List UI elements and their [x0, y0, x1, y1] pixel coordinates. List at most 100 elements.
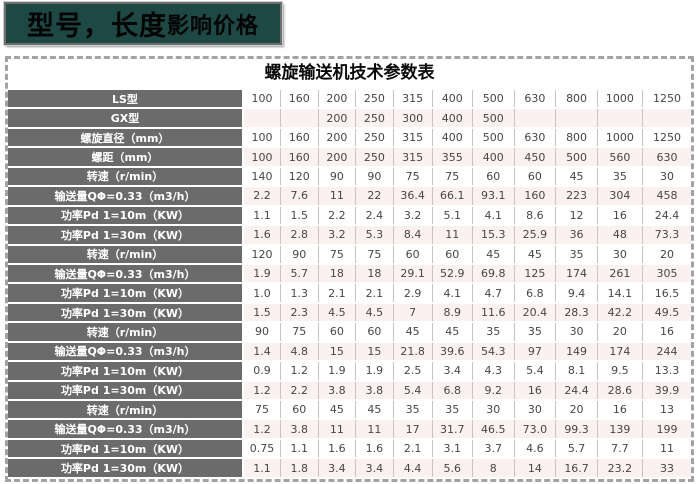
cell-value: 39.6	[431, 340, 473, 363]
cell-value: 305	[641, 262, 691, 285]
table-row: 功率Pd 1=30m（KW） 1.1 1.8 3.4 3.4 4.4 5.6 8 14 16.7 2…	[8, 457, 691, 479]
cell-value: 315	[392, 87, 433, 110]
cell-value: 1.1	[280, 437, 319, 460]
cell-value: 3.8	[280, 418, 319, 440]
cell-value: 93.1	[471, 185, 515, 207]
row-label: 功率Pd 1=30m（KW）	[8, 301, 244, 324]
cell-value: 15.3	[471, 224, 515, 246]
cell-value: 24.4	[641, 204, 691, 227]
cell-value: 73.0	[513, 418, 557, 440]
cell-value: 11	[355, 418, 394, 440]
cell-value: 21.8	[392, 340, 433, 363]
cell-value: 35	[431, 398, 473, 421]
cell-value	[242, 107, 282, 129]
table-row: 输送量QΦ=0.33（m3/h） 1.4 4.8 15 15 21.8 39.6 54.3 97…	[8, 340, 691, 363]
cell-value: 450	[513, 146, 557, 168]
cell-value: 20.4	[513, 301, 557, 324]
cell-value: 15	[317, 340, 357, 363]
banner-text-main: 型号，长度	[26, 11, 167, 42]
cell-value: 16	[596, 398, 643, 421]
cell-value: 45	[431, 321, 473, 343]
cell-value: 500	[471, 87, 515, 110]
cell-value: 90	[280, 243, 319, 265]
cell-value: 28.3	[555, 301, 598, 324]
table-row: 功率Pd 1=10m（KW） 0.75 1.1 1.6 1.6 2.1 3.1 3.7 4.6 5…	[8, 437, 691, 460]
cell-value: 9.5	[596, 360, 643, 382]
promo-banner: 型号，长度 影响价格	[3, 1, 283, 46]
cell-value: 22	[355, 185, 394, 207]
cell-value: 630	[641, 146, 691, 168]
cell-value: 90	[317, 165, 357, 188]
cell-value: 3.4	[317, 457, 357, 479]
cell-value: 125	[513, 262, 557, 285]
cell-value: 11.6	[471, 301, 515, 324]
cell-value: 1.2	[280, 360, 319, 382]
cell-value: 250	[355, 126, 394, 149]
cell-value: 12	[555, 204, 598, 227]
cell-value: 1.9	[317, 360, 357, 382]
cell-value: 7.7	[596, 437, 643, 460]
cell-value: 120	[242, 243, 282, 265]
cell-value: 100	[242, 126, 282, 149]
table-row: 输送量QΦ=0.33（m3/h） 1.2 3.8 11 11 17 31.7 46.5 73.0…	[8, 418, 691, 440]
cell-value: 400	[431, 87, 473, 110]
cell-value: 1.6	[242, 224, 282, 246]
cell-value: 4.5	[355, 301, 394, 324]
cell-value: 800	[555, 87, 598, 110]
cell-value: 75	[431, 165, 473, 188]
cell-value: 13	[641, 398, 691, 421]
row-label: 转速（r/min）	[8, 165, 244, 188]
cell-value: 160	[513, 185, 557, 207]
cell-value: 75	[355, 243, 394, 265]
cell-value: 400	[471, 146, 515, 168]
row-label: 功率Pd 1=30m（KW）	[8, 457, 244, 479]
cell-value: 60	[355, 321, 394, 343]
cell-value: 0.75	[242, 437, 282, 460]
cell-value: 5.3	[355, 224, 394, 246]
cell-value: 800	[555, 126, 598, 149]
cell-value: 200	[317, 107, 357, 129]
cell-value: 2.2	[317, 204, 357, 227]
cell-value: 4.5	[317, 301, 357, 324]
cell-value: 14.1	[596, 282, 643, 304]
cell-value: 45	[555, 165, 598, 188]
cell-value: 5.4	[513, 360, 557, 382]
cell-value: 23.2	[596, 457, 643, 479]
table-row: 功率Pd 1=10m（KW） 1.0 1.3 2.1 2.1 2.9 4.1 4.7 6.8 9.…	[8, 282, 691, 304]
cell-value: 174	[596, 340, 643, 363]
cell-value: 1.2	[242, 379, 282, 402]
cell-value: 11	[317, 418, 357, 440]
cell-value: 9.4	[555, 282, 598, 304]
cell-value: 30	[513, 398, 557, 421]
cell-value: 100	[242, 87, 282, 110]
cell-value: 200	[317, 146, 357, 168]
table-row: GX型 200 250 300 400 500	[8, 107, 691, 129]
cell-value: 11	[431, 224, 473, 246]
cell-value: 140	[242, 165, 282, 188]
cell-value	[280, 107, 319, 129]
cell-value: 1.1	[242, 457, 282, 479]
cell-value: 1250	[641, 126, 691, 149]
cell-value: 30	[641, 165, 691, 188]
cell-value: 2.8	[280, 224, 319, 246]
cell-value: 7.6	[280, 185, 319, 207]
cell-value: 30	[555, 321, 598, 343]
cell-value: 45	[471, 243, 515, 265]
cell-value: 16.5	[641, 282, 691, 304]
cell-value: 45	[513, 243, 557, 265]
cell-value: 6.8	[513, 282, 557, 304]
cell-value: 90	[355, 165, 394, 188]
row-label: 功率Pd 1=10m（KW）	[8, 282, 244, 304]
cell-value: 7	[392, 301, 433, 324]
cell-value: 35	[392, 398, 433, 421]
cell-value: 35	[555, 243, 598, 265]
cell-value: 315	[392, 126, 433, 149]
cell-value: 1.9	[355, 360, 394, 382]
cell-value: 400	[431, 126, 473, 149]
cell-value: 97	[513, 340, 557, 363]
cell-value: 8.6	[513, 204, 557, 227]
banner-text-sub: 影响价格	[166, 13, 259, 39]
cell-value	[641, 107, 691, 129]
cell-value: 2.9	[392, 282, 433, 304]
